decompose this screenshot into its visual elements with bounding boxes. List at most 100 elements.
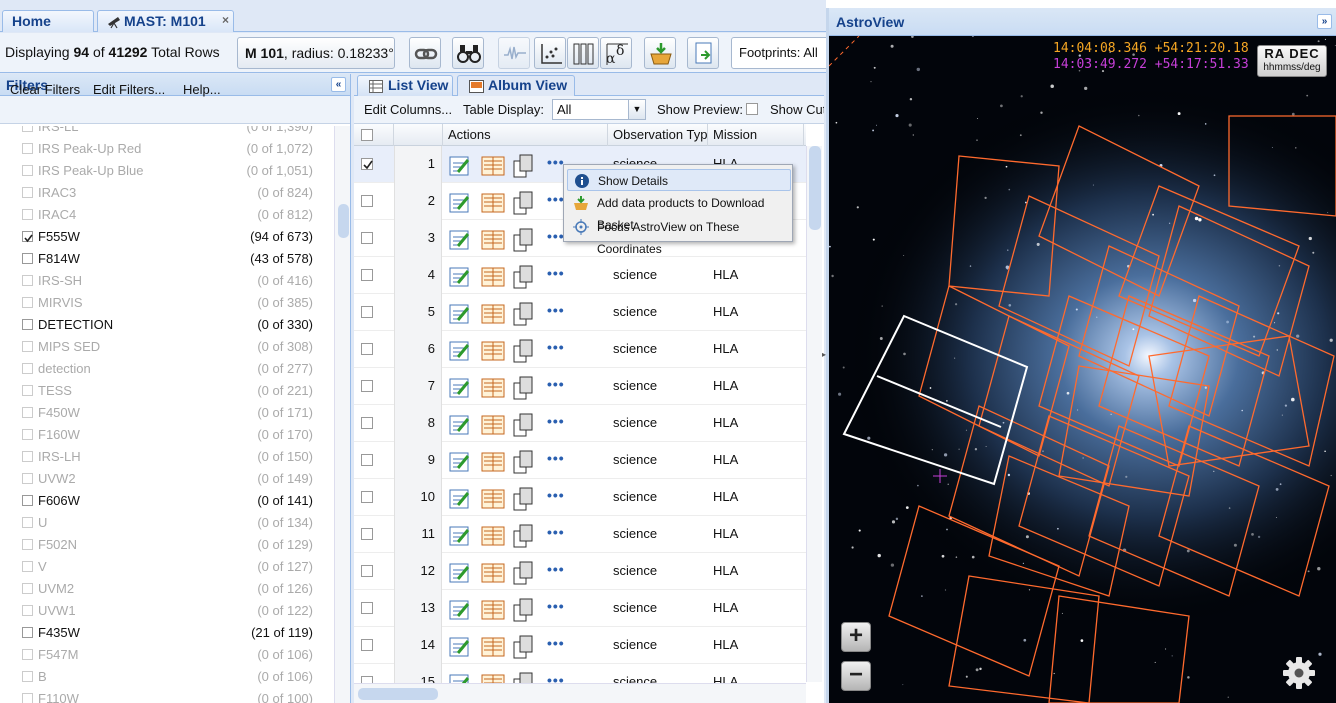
row-checkbox[interactable] [361,195,373,207]
more-actions-icon[interactable]: ••• [547,154,565,170]
filter-checkbox[interactable] [22,319,33,330]
row-checkbox[interactable] [361,269,373,281]
filter-item[interactable]: F814W (43 of 578) [0,248,333,270]
menu-focus-astroview[interactable]: Focus AstroView on These Coordinates [567,216,791,256]
download-basket-button[interactable] [644,37,676,69]
scatter-plot-button[interactable] [534,37,566,69]
grid-vscroll-thumb[interactable] [809,146,821,230]
tab-album-view[interactable]: Album View [457,75,575,96]
actions-header[interactable]: Actions [443,124,608,146]
row-checkbox[interactable] [361,306,373,318]
filter-item[interactable]: F435W (21 of 119) [0,622,333,644]
more-actions-icon[interactable]: ••• [547,339,565,355]
coordinate-format-button[interactable]: RA DEC hhmmss/deg [1257,45,1327,77]
filter-item[interactable]: DETECTION (0 of 330) [0,314,333,336]
link-button[interactable] [409,37,441,69]
tab-mast-m101[interactable]: MAST: M101 × [97,10,234,32]
filter-checkbox[interactable] [22,231,33,243]
row-checkbox[interactable] [361,602,373,614]
more-actions-icon[interactable]: ••• [547,376,565,392]
row-actions[interactable] [448,302,544,329]
filter-checkbox[interactable] [22,495,33,506]
row-checkbox[interactable] [361,491,373,503]
filters-scroll-thumb[interactable] [338,204,349,238]
tab-close-icon[interactable]: × [221,13,229,27]
select-all-checkbox[interactable] [361,129,373,141]
row-checkbox[interactable] [361,343,373,355]
sky-canvas[interactable] [829,36,1336,703]
more-actions-icon[interactable]: ••• [547,598,565,614]
more-actions-icon[interactable]: ••• [547,228,565,244]
splitter-handle[interactable]: ▸ [822,350,827,359]
menu-add-to-basket[interactable]: Add data products to Download Basket [567,192,791,232]
row-checkbox[interactable] [361,380,373,392]
row-actions[interactable] [448,154,544,181]
edit-filters-button[interactable]: Edit Filters... [93,82,166,97]
table-row[interactable]: 8 ••• science HLA [354,405,806,442]
filter-checkbox[interactable] [22,253,33,264]
row-checkbox[interactable] [361,639,373,651]
row-checkbox[interactable] [361,454,373,466]
row-actions[interactable] [448,228,544,255]
row-checkbox[interactable] [361,232,373,244]
table-row[interactable]: 10 ••• science HLA [354,479,806,516]
spectrum-button[interactable] [498,37,530,69]
row-checkbox[interactable] [361,528,373,540]
filter-checkbox[interactable] [22,627,33,638]
table-row[interactable]: 4 ••• science HLA [354,257,806,294]
row-actions[interactable] [448,635,544,662]
row-actions[interactable] [448,524,544,551]
table-display-select[interactable]: All ▼ [552,99,646,120]
footprints-select[interactable]: Footprints: All [731,37,831,69]
filters-scrollbar[interactable] [334,126,350,703]
more-actions-icon[interactable]: ••• [547,413,565,429]
zoom-in-button[interactable]: + [841,622,871,652]
row-actions[interactable] [448,487,544,514]
row-actions[interactable] [448,339,544,366]
row-checkbox[interactable] [361,417,373,429]
more-actions-icon[interactable]: ••• [547,265,565,281]
more-actions-icon[interactable]: ••• [547,191,565,207]
binoculars-button[interactable] [452,37,484,69]
export-button[interactable] [687,37,719,69]
clear-filters-button[interactable]: Clear Filters [10,82,81,97]
table-row[interactable]: 7 ••• science HLA [354,368,806,405]
edit-columns-button[interactable]: Edit Columns... [364,102,453,117]
more-actions-icon[interactable]: ••• [547,450,565,466]
collapse-filters-button[interactable]: « [331,77,346,92]
show-cutouts-label[interactable]: Show Cutouts [770,102,824,117]
sky-view[interactable]: 14:04:08.346 +54:21:20.18 14:03:49.272 +… [829,36,1336,703]
row-actions[interactable] [448,265,544,292]
filter-item[interactable]: F555W (94 of 673) [0,226,333,248]
table-row[interactable]: 14 ••• science HLA [354,627,806,664]
show-preview-checkbox[interactable] [746,103,758,115]
columns-button[interactable] [567,37,599,69]
more-actions-icon[interactable]: ••• [547,524,565,540]
row-actions[interactable] [448,376,544,403]
menu-show-details[interactable]: Show Details [567,169,791,191]
filters-help-button[interactable]: Help... [183,82,221,97]
gear-icon[interactable] [1281,655,1317,691]
grid-vertical-scrollbar[interactable] [806,146,822,682]
table-row[interactable]: 12 ••• science HLA [354,553,806,590]
tab-list-view[interactable]: List View [357,75,453,96]
row-checkbox[interactable] [361,158,373,170]
table-row[interactable]: 11 ••• science HLA [354,516,806,553]
row-checkbox[interactable] [361,565,373,577]
table-row[interactable]: 5 ••• science HLA [354,294,806,331]
row-actions[interactable] [448,191,544,218]
row-actions[interactable] [448,561,544,588]
row-actions[interactable] [448,598,544,625]
grid-hscroll-thumb[interactable] [358,688,438,700]
more-actions-icon[interactable]: ••• [547,302,565,318]
table-row[interactable]: 6 ••• science HLA [354,331,806,368]
expand-astroview-button[interactable]: » [1317,14,1332,29]
row-actions[interactable] [448,413,544,440]
more-actions-icon[interactable]: ••• [547,561,565,577]
more-actions-icon[interactable]: ••• [547,487,565,503]
table-row[interactable]: 9 ••• science HLA [354,442,806,479]
mission-header[interactable]: Mission [708,124,804,146]
row-actions[interactable] [448,450,544,477]
tab-home-page[interactable]: Home Page [2,10,94,49]
